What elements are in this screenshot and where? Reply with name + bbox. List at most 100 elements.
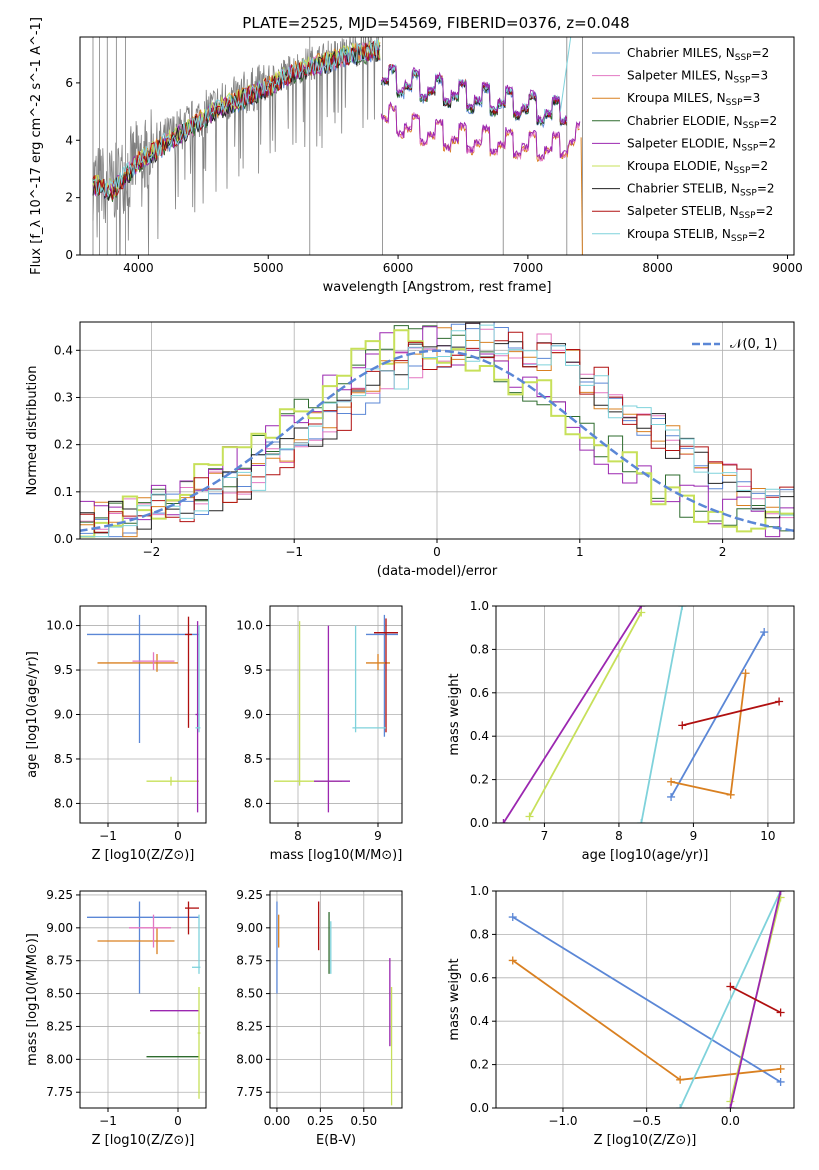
- model-spectrum: [380, 101, 581, 160]
- y-tick-label: 2: [65, 191, 73, 205]
- y-tick-label: 4: [65, 133, 73, 147]
- mass_vs_Z-panel: −1 0 7.75 8.00 8.25 8.50 8.75 9.00 9.25 Z [log10(…: [25, 888, 207, 1148]
- legend-name: Chabrier ELODIE, N: [627, 114, 743, 128]
- legend-label: Salpeter STELIB, NSSP=2: [627, 204, 773, 221]
- mw-marker: [637, 819, 646, 823]
- y-axis-label: age [log10(age/yr)]: [25, 651, 40, 778]
- residuals-panel: −2 −1 0 1 2 0.0 0.1 0.2 0.3 0.4 (data-model)/error…: [25, 321, 795, 579]
- model-spectrum: [380, 64, 568, 124]
- mw-marker: [776, 1064, 785, 1073]
- residual-histogram: [80, 324, 794, 538]
- y-tick-label: 1.0: [470, 599, 489, 613]
- y-tick-label: 10.0: [236, 619, 263, 633]
- y-tick-label: 0.2: [470, 773, 489, 787]
- x-tick-label: 0: [174, 1114, 182, 1128]
- mw-marker: [760, 628, 769, 637]
- legend-name: Salpeter STELIB, N: [627, 204, 739, 218]
- mw-marker: [741, 669, 750, 678]
- x-tick-label: 9: [690, 829, 698, 843]
- x-tick-label: 9: [374, 829, 382, 843]
- mw-marker: [776, 1008, 785, 1017]
- model-drop: [580, 137, 583, 255]
- mw-marker: [637, 608, 646, 617]
- mw-marker: [667, 777, 676, 786]
- legend-name: Salpeter MILES, N: [627, 69, 734, 83]
- legend-nssp: =2: [758, 136, 776, 150]
- y-tick-label: 8.75: [236, 954, 263, 968]
- legend-nssp: =2: [750, 159, 768, 173]
- mw-marker: [667, 792, 676, 801]
- model-upturn: [559, 37, 572, 112]
- x-tick-label: 6000: [383, 261, 414, 275]
- mw-line: [682, 700, 780, 727]
- spectrum-lines: [92, 37, 583, 255]
- axes-frame: [495, 605, 795, 824]
- x-tick-label: −1: [285, 545, 303, 559]
- model-spectrum: [380, 102, 580, 163]
- y-tick-label: 7.75: [236, 1085, 263, 1099]
- y-tick-label: 8.00: [46, 1052, 73, 1066]
- legend-label: Chabrier STELIB, NSSP=2: [627, 182, 775, 199]
- y-tick-label: 8.25: [46, 1019, 73, 1033]
- legend-nssp: =2: [752, 46, 770, 60]
- y-tick-label: 0.3: [54, 390, 73, 404]
- data-spectrum: [92, 37, 379, 255]
- y-axis-label: mass weight: [447, 673, 462, 755]
- model-spectrum: [380, 64, 568, 124]
- x-axis-label: Z [log10(Z/Z⊙)]: [594, 1133, 697, 1148]
- y-tick-label: 0.4: [54, 343, 73, 357]
- legend-sub: SSP: [731, 234, 748, 244]
- mw-line: [679, 891, 782, 1108]
- legend-nssp: =2: [756, 204, 774, 218]
- mw-marker: [775, 697, 784, 706]
- y-tick-label: 0: [65, 248, 73, 262]
- x-axis-label: (data-model)/error: [377, 564, 498, 579]
- mw_vs_age-panel: 7 8 9 10 0.0 0.2 0.4 0.6 0.8 1.0 age [log10(age/yr…: [447, 599, 795, 863]
- legend-name: Kroupa STELIB, N: [627, 227, 731, 241]
- mw-marker: [776, 1077, 785, 1086]
- x-tick-label: 0.00: [264, 1114, 291, 1128]
- legend-nssp: =3: [743, 91, 761, 105]
- y-tick-label: 9.5: [54, 663, 73, 677]
- legend-name: Chabrier MILES, N: [627, 46, 735, 60]
- age_vs_mass-panel: 8 9 8.0 8.5 9.0 9.5 10.0 mass [log10(M/M⊙)]: [236, 605, 403, 863]
- y-tick-label: 9.25: [46, 888, 73, 902]
- y-tick-label: 0.6: [470, 686, 489, 700]
- legend-sub: SSP: [743, 121, 760, 131]
- axes-frame: [495, 890, 795, 1109]
- y-axis-label: Flux [f_λ 10^-17 erg cm^-2 s^-1 A^-1]: [29, 17, 44, 275]
- mw-marker: [676, 1075, 685, 1084]
- y-tick-label: 0.6: [470, 971, 489, 985]
- mw_vs_Z-panel: −1.0 −0.5 0.0 0.0 0.2 0.4 0.6 0.8 1.0 Z [log10(Z/…: [447, 884, 795, 1148]
- y-tick-label: 9.0: [244, 708, 263, 722]
- mw-marker: [726, 1104, 735, 1108]
- y-tick-label: 0.4: [470, 1014, 489, 1028]
- y-tick-label: 7.75: [46, 1085, 73, 1099]
- legend-label: 𝒩(0, 1): [730, 337, 777, 352]
- x-tick-label: 0.50: [350, 1114, 377, 1128]
- mw-marker: [676, 1104, 685, 1108]
- mw-marker: [499, 819, 508, 823]
- y-tick-label: 0.0: [54, 532, 73, 546]
- legend-label: Kroupa ELODIE, NSSP=2: [627, 159, 768, 176]
- legend-sub: SSP: [741, 143, 758, 153]
- legend-name: Kroupa ELODIE, N: [627, 159, 734, 173]
- y-tick-label: 0.2: [470, 1058, 489, 1072]
- y-tick-label: 0.4: [470, 729, 489, 743]
- legend-name: Kroupa MILES, N: [627, 91, 726, 105]
- mw-marker: [678, 721, 687, 730]
- x-tick-label: 5000: [253, 261, 284, 275]
- axes-frame: [79, 36, 795, 256]
- y-tick-label: 9.00: [236, 921, 263, 935]
- x-axis-label: age [log10(age/yr)]: [582, 848, 709, 863]
- x-tick-label: 10: [760, 829, 775, 843]
- x-tick-label: 0.25: [307, 1114, 334, 1128]
- axes-frame: [79, 890, 207, 1109]
- y-tick-label: 8.50: [46, 987, 73, 1001]
- x-tick-label: 8: [615, 829, 623, 843]
- model-spectrum: [380, 103, 581, 163]
- x-tick-label: 2: [719, 545, 727, 559]
- y-tick-label: 8.50: [236, 987, 263, 1001]
